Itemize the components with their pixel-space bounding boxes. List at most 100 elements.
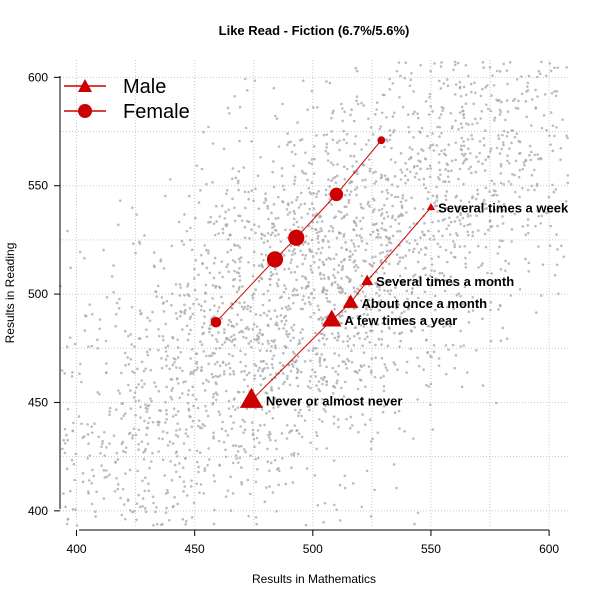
background-point xyxy=(191,393,195,397)
background-point xyxy=(289,369,293,373)
background-point xyxy=(274,217,278,220)
background-point xyxy=(217,306,221,309)
background-point xyxy=(269,233,273,237)
background-point xyxy=(354,221,357,225)
background-point xyxy=(87,442,90,446)
background-point xyxy=(157,420,160,424)
background-point xyxy=(289,228,292,232)
background-point xyxy=(178,396,182,400)
background-point xyxy=(499,268,503,271)
background-point xyxy=(187,332,191,336)
background-point xyxy=(268,485,271,488)
background-point xyxy=(186,282,190,286)
background-point xyxy=(352,307,356,310)
background-point xyxy=(176,435,180,438)
background-point xyxy=(394,218,397,222)
background-point xyxy=(81,436,84,439)
background-point xyxy=(66,517,70,521)
background-point xyxy=(220,427,224,431)
male-triangle-marker xyxy=(342,294,359,308)
background-point xyxy=(521,225,525,228)
background-point xyxy=(355,160,358,163)
background-point xyxy=(259,374,262,378)
background-point xyxy=(341,119,344,123)
background-point xyxy=(271,366,275,370)
background-point xyxy=(376,235,380,239)
background-point xyxy=(148,466,151,470)
background-point xyxy=(231,492,235,495)
background-point xyxy=(415,172,418,175)
background-point xyxy=(264,486,268,489)
background-point xyxy=(489,301,493,304)
background-point xyxy=(382,389,386,393)
background-point xyxy=(134,400,137,403)
background-point xyxy=(119,371,123,375)
background-point xyxy=(145,433,148,437)
background-point xyxy=(547,195,551,199)
background-point xyxy=(79,362,82,366)
background-point xyxy=(134,413,137,417)
background-point xyxy=(490,94,493,97)
background-point xyxy=(293,179,297,182)
background-point xyxy=(344,241,347,244)
background-point xyxy=(98,318,102,321)
background-point xyxy=(301,243,305,246)
background-point xyxy=(460,385,464,389)
background-point xyxy=(442,106,445,110)
background-point xyxy=(438,178,441,181)
background-point xyxy=(378,285,381,289)
background-point xyxy=(152,501,155,505)
background-point xyxy=(433,62,436,65)
background-point xyxy=(459,144,463,148)
background-point xyxy=(128,508,132,512)
background-point xyxy=(72,462,76,466)
background-point xyxy=(123,329,127,333)
background-point xyxy=(195,482,199,485)
background-point xyxy=(100,464,103,467)
background-point xyxy=(262,201,266,205)
background-point xyxy=(271,231,274,234)
background-point xyxy=(388,88,392,91)
background-point xyxy=(338,139,341,142)
background-point xyxy=(192,501,196,505)
background-point xyxy=(66,229,69,233)
background-point xyxy=(385,243,389,247)
background-point xyxy=(509,182,513,186)
background-point xyxy=(439,245,442,249)
background-point xyxy=(133,345,136,348)
background-point xyxy=(191,419,195,423)
background-point xyxy=(152,251,156,254)
background-point xyxy=(232,421,235,424)
background-point xyxy=(295,288,298,292)
background-point xyxy=(203,244,206,247)
background-point xyxy=(390,146,393,150)
background-point xyxy=(359,284,362,288)
background-point xyxy=(290,466,293,470)
background-point xyxy=(402,279,405,283)
background-point xyxy=(245,373,249,377)
background-point xyxy=(144,403,147,406)
background-point xyxy=(88,303,92,306)
background-point xyxy=(510,141,513,145)
background-point xyxy=(561,118,564,121)
background-point xyxy=(224,223,228,226)
background-point xyxy=(206,463,209,467)
background-point xyxy=(361,413,364,416)
background-point xyxy=(130,343,133,346)
background-point xyxy=(100,445,103,449)
background-point xyxy=(268,299,271,302)
background-point xyxy=(317,241,320,244)
background-point xyxy=(484,186,488,190)
background-point xyxy=(504,118,507,122)
background-point xyxy=(405,360,409,364)
background-point xyxy=(396,195,400,199)
background-point xyxy=(249,306,253,309)
background-point xyxy=(221,420,224,424)
background-point xyxy=(417,251,421,254)
background-point xyxy=(140,379,144,382)
background-point xyxy=(468,222,472,226)
background-point xyxy=(398,345,401,348)
background-point xyxy=(359,206,363,209)
background-point xyxy=(216,393,219,396)
